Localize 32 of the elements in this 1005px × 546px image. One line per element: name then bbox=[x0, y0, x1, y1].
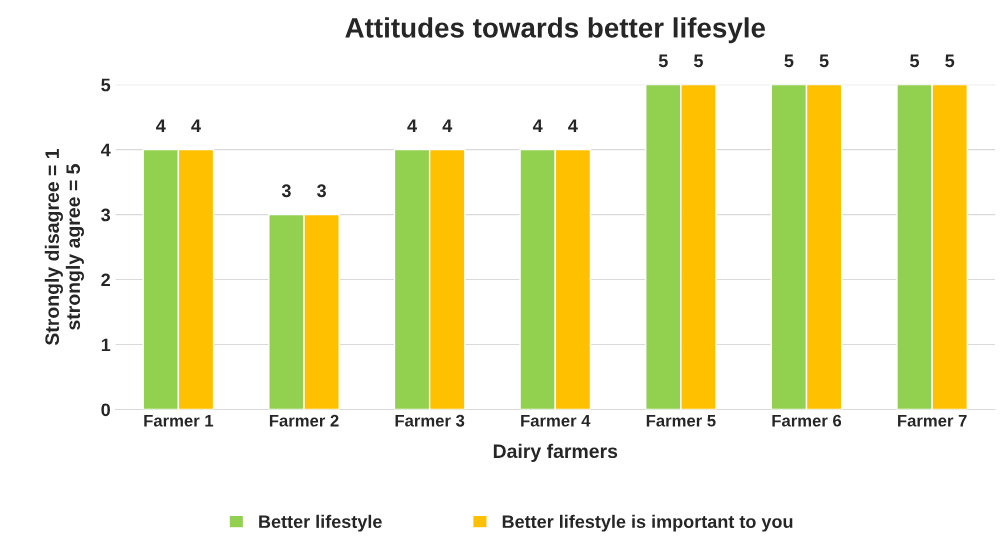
y-tick-label: 0 bbox=[101, 403, 110, 417]
y-tick-label: 5 bbox=[101, 78, 111, 92]
x-tick-label: Farmer 5 bbox=[646, 414, 716, 427]
data-label: 4 bbox=[156, 119, 166, 132]
data-label: 5 bbox=[910, 54, 920, 68]
data-label: 3 bbox=[281, 184, 291, 198]
data-label: 5 bbox=[945, 54, 955, 68]
data-label: 4 bbox=[442, 119, 453, 132]
y-tick-label: 1 bbox=[101, 338, 111, 352]
x-tick-label: Farmer 6 bbox=[772, 414, 842, 427]
x-tick-label: Farmer 2 bbox=[269, 414, 339, 427]
data-label: 5 bbox=[658, 54, 668, 68]
x-axis-title: Dairy farmers bbox=[493, 443, 618, 462]
x-tick-label: Farmer 7 bbox=[898, 414, 967, 427]
x-tick-label: Farmer 1 bbox=[144, 414, 214, 427]
data-label: 5 bbox=[819, 54, 829, 68]
x-tick-label: Farmer 3 bbox=[395, 414, 465, 427]
legend-label: Better lifestyle is important to you bbox=[502, 514, 793, 532]
data-label: 5 bbox=[694, 54, 703, 68]
data-label: 4 bbox=[532, 119, 543, 132]
data-label: 4 bbox=[568, 119, 578, 132]
y-axis-title: Strongly disagree = 1 strongly agree = 5 bbox=[44, 148, 85, 346]
data-label: 5 bbox=[784, 54, 794, 68]
legend-label: Better lifestyle bbox=[259, 514, 382, 532]
x-tick-label: Farmer 4 bbox=[521, 414, 591, 427]
data-label: 3 bbox=[316, 184, 326, 198]
data-label: 4 bbox=[407, 119, 417, 132]
y-tick-label: 4 bbox=[100, 143, 111, 157]
chart-title: Attitudes towards better lifesyle bbox=[345, 17, 766, 44]
y-tick-label: 3 bbox=[101, 208, 111, 222]
y-tick-label: 2 bbox=[101, 273, 110, 287]
data-label: 4 bbox=[191, 119, 201, 132]
